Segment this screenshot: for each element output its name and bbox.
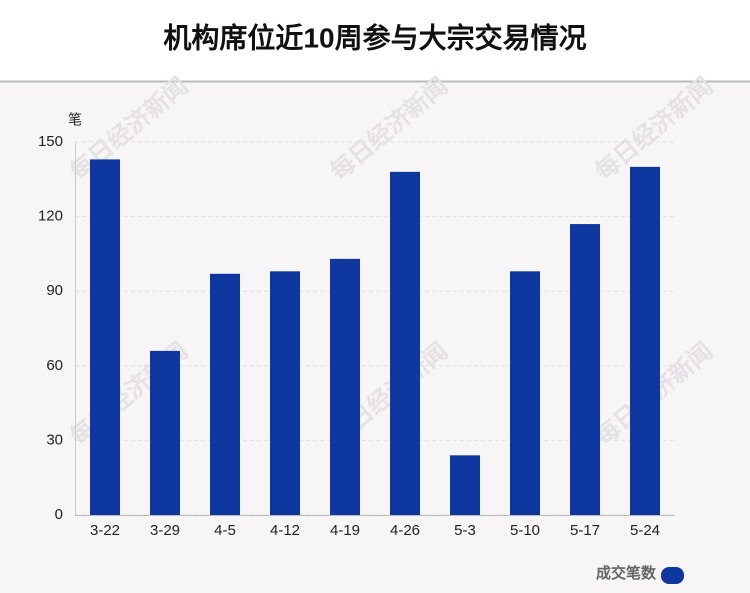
bar	[90, 159, 120, 515]
y-tick-label: 30	[46, 431, 63, 448]
y-tick-label: 60	[46, 357, 63, 374]
x-tick-label: 5-24	[630, 522, 660, 539]
x-tick-label: 4-26	[390, 522, 420, 539]
y-tick-label: 0	[55, 506, 63, 523]
bar	[510, 271, 540, 515]
x-tick-label: 4-12	[270, 522, 300, 539]
legend-label: 成交笔数	[596, 564, 657, 582]
x-tick-label: 5-10	[510, 522, 540, 539]
bar	[450, 455, 480, 515]
y-tick-label: 150	[38, 133, 63, 150]
y-axis-unit: 笔	[68, 112, 82, 128]
title-band	[0, 0, 750, 81]
watermark: 每日经济新闻	[64, 71, 193, 186]
bar	[330, 258, 360, 515]
x-tick-label: 4-5	[214, 522, 236, 539]
x-tick-label: 5-3	[454, 522, 476, 539]
x-tick-label: 3-22	[90, 522, 120, 539]
bar	[570, 224, 600, 515]
chart-title: 机构席位近10周参与大宗交易情况	[163, 21, 586, 53]
y-tick-label: 90	[46, 282, 63, 299]
x-tick-label: 4-19	[330, 522, 360, 539]
bar	[630, 166, 660, 515]
y-tick-label: 120	[38, 208, 63, 225]
bar	[150, 350, 180, 515]
bar	[390, 171, 420, 515]
watermark: 每日经济新闻	[324, 71, 453, 186]
x-tick-label: 3-29	[150, 522, 180, 539]
bar	[210, 273, 240, 515]
legend-swatch	[661, 567, 684, 584]
x-tick-label: 5-17	[570, 522, 600, 539]
bar	[270, 271, 300, 515]
